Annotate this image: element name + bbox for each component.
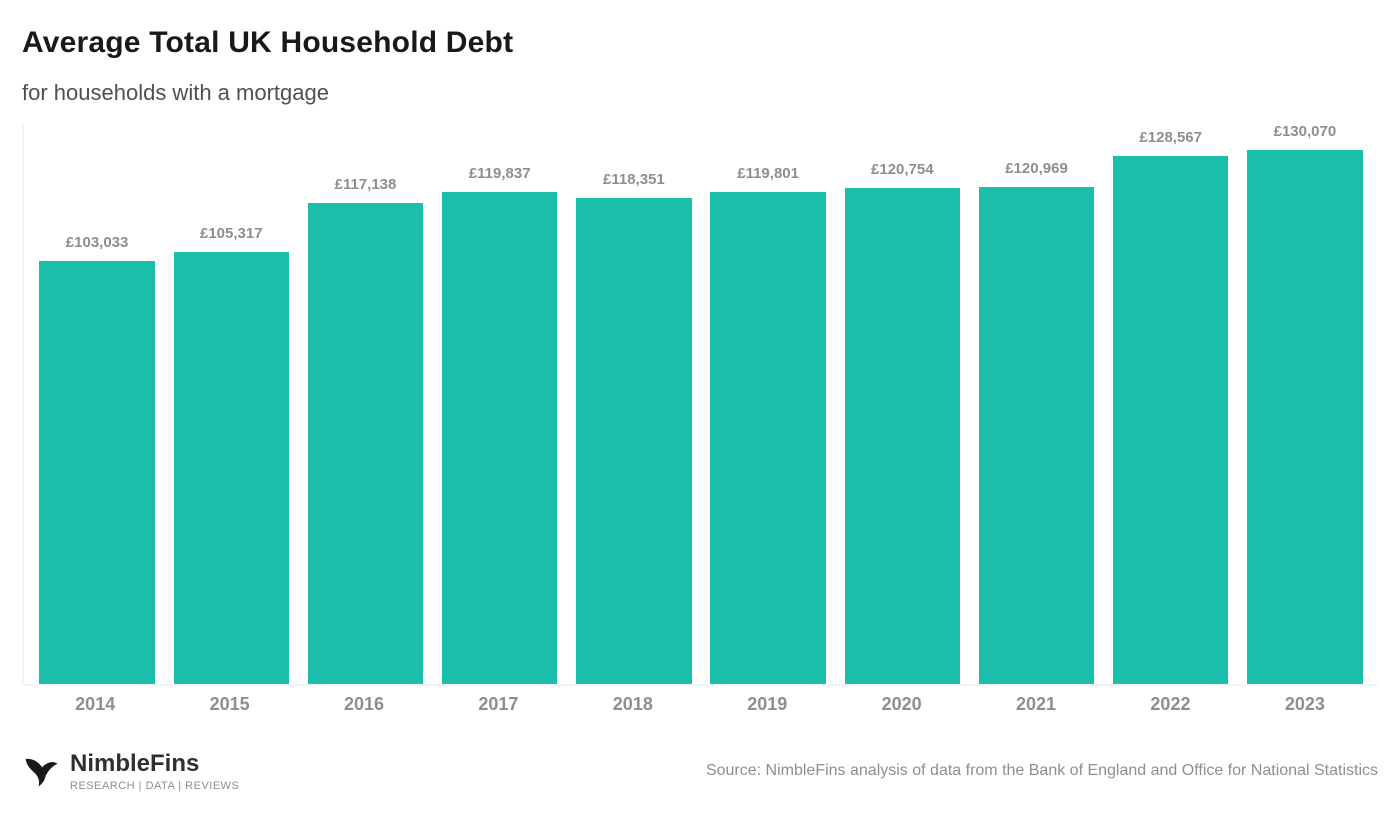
bar-rect (1113, 156, 1228, 684)
bar-rect (1247, 150, 1362, 684)
bar-value-label: £119,801 (737, 165, 799, 182)
plot-area: £103,033 £105,317 £117,138 £119,837 £118,351… (22, 124, 1378, 686)
bar: £119,801 (710, 165, 825, 684)
bars-group: £103,033 £105,317 £117,138 £119,837 £118,351… (24, 124, 1378, 684)
x-tick: 2019 (700, 694, 834, 715)
bar-slot: £119,837 (433, 165, 567, 684)
bar-rect (308, 203, 423, 684)
eagle-icon (22, 752, 60, 790)
x-tick: 2014 (28, 694, 162, 715)
chart-footer: NimbleFins RESEARCH | DATA | REVIEWS Sou… (22, 750, 1378, 792)
bar: £118,351 (576, 171, 691, 684)
x-tick: 2020 (834, 694, 968, 715)
bar-slot: £117,138 (298, 176, 432, 684)
chart-subtitle: for households with a mortgage (22, 80, 1378, 106)
bar-value-label: £119,837 (469, 165, 531, 182)
bar-value-label: £128,567 (1139, 129, 1202, 146)
bar-slot: £130,070 (1238, 123, 1372, 684)
bar-value-label: £120,754 (871, 161, 934, 178)
bar-slot: £119,801 (701, 165, 835, 684)
x-tick: 2016 (297, 694, 431, 715)
bar-rect (442, 192, 557, 684)
bar-value-label: £130,070 (1274, 123, 1337, 140)
bar-value-label: £120,969 (1005, 160, 1068, 177)
x-tick: 2022 (1103, 694, 1237, 715)
bar-value-label: £105,317 (200, 225, 263, 242)
bar-rect (174, 252, 289, 684)
bar-slot: £120,754 (835, 161, 969, 684)
bar-value-label: £118,351 (603, 171, 665, 188)
bar-rect (576, 198, 691, 684)
bar: £128,567 (1113, 129, 1228, 684)
bar-slot: £120,969 (969, 160, 1103, 684)
brand-name: NimbleFins (70, 750, 239, 778)
chart-container: Average Total UK Household Debt for hous… (0, 0, 1400, 822)
x-tick: 2021 (969, 694, 1103, 715)
bar: £105,317 (174, 225, 289, 684)
x-tick: 2015 (162, 694, 296, 715)
chart-title: Average Total UK Household Debt (22, 26, 1378, 60)
bar: £120,754 (845, 161, 960, 684)
bar: £103,033 (39, 234, 154, 684)
bar: £117,138 (308, 176, 423, 684)
bar-value-label: £103,033 (66, 234, 129, 251)
source-text: Source: NimbleFins analysis of data from… (706, 762, 1378, 780)
bar-value-label: £117,138 (335, 176, 397, 193)
bar-rect (979, 187, 1094, 684)
brand-logo: NimbleFins RESEARCH | DATA | REVIEWS (22, 750, 239, 792)
bar-rect (39, 261, 154, 684)
x-axis: 2014201520162017201820192020202120222023 (22, 686, 1378, 715)
x-tick: 2017 (431, 694, 565, 715)
bar-rect (845, 188, 960, 684)
bar: £119,837 (442, 165, 557, 684)
bar-rect (710, 192, 825, 684)
bar-slot: £118,351 (567, 171, 701, 684)
bar: £130,070 (1247, 123, 1362, 684)
x-tick: 2023 (1238, 694, 1372, 715)
brand-tagline: RESEARCH | DATA | REVIEWS (70, 780, 239, 792)
bar: £120,969 (979, 160, 1094, 684)
x-tick: 2018 (566, 694, 700, 715)
bar-slot: £128,567 (1104, 129, 1238, 684)
bar-slot: £105,317 (164, 225, 298, 684)
bar-slot: £103,033 (30, 234, 164, 684)
